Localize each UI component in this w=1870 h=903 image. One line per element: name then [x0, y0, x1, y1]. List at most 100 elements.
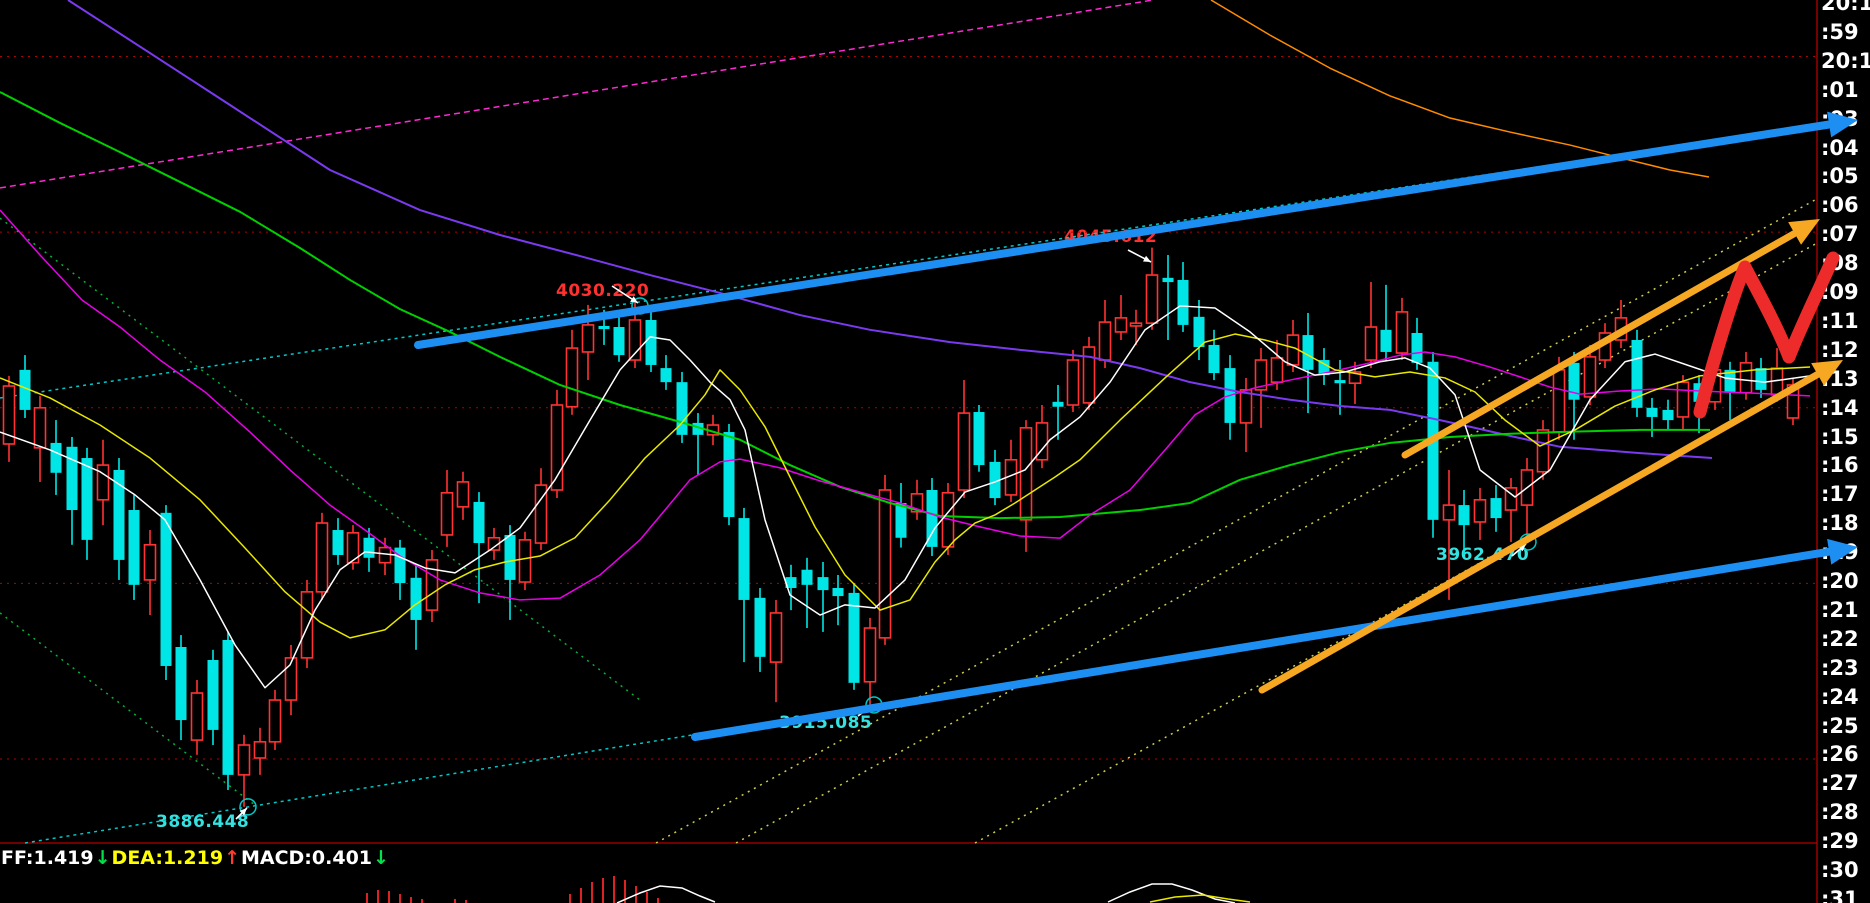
tick-time-row[interactable]: :22 [1821, 626, 1859, 651]
candle[interactable] [50, 442, 62, 473]
candle[interactable] [237, 744, 251, 776]
candle[interactable] [1348, 371, 1362, 385]
candle[interactable] [207, 659, 219, 730]
tick-time-row[interactable]: :09 [1821, 280, 1859, 304]
candle[interactable] [487, 536, 501, 551]
tick-time-row[interactable]: :31 [1821, 886, 1859, 903]
swing-circle-marker[interactable] [865, 696, 883, 714]
candle[interactable] [378, 546, 392, 564]
candle[interactable] [394, 547, 406, 584]
tick-time-row[interactable]: :03 [1821, 106, 1859, 131]
candle[interactable] [1614, 317, 1628, 341]
candle[interactable] [706, 424, 720, 436]
candle[interactable] [1395, 311, 1409, 354]
candle[interactable] [1380, 329, 1392, 352]
amber-arrow-lower[interactable] [1258, 371, 1821, 694]
candle[interactable] [754, 597, 766, 657]
candle[interactable] [332, 530, 344, 555]
fan-dotted-yellow-1[interactable] [735, 242, 1818, 844]
candle[interactable] [346, 532, 360, 564]
freehand-n-drawing[interactable] [1693, 251, 1840, 419]
candle[interactable] [645, 319, 657, 365]
tick-time-row[interactable]: :20 [1821, 569, 1859, 593]
tick-time-row[interactable]: :12 [1821, 337, 1859, 362]
tick-time-row[interactable]: 20:13 [1821, 48, 1870, 73]
tick-time-row[interactable]: :28 [1821, 800, 1859, 825]
candle[interactable] [1254, 359, 1268, 391]
candle[interactable] [613, 327, 625, 356]
tick-time-row[interactable]: :29 [1821, 829, 1859, 854]
candle[interactable] [1708, 369, 1722, 403]
tick-time-row[interactable]: :17 [1821, 482, 1859, 507]
candle[interactable] [1129, 322, 1143, 327]
candle[interactable] [565, 347, 579, 408]
candle[interactable] [143, 543, 157, 581]
candle[interactable] [1145, 274, 1159, 324]
candle[interactable] [160, 512, 172, 666]
tick-time-row[interactable]: :27 [1821, 771, 1859, 796]
candle[interactable] [128, 510, 140, 585]
candle[interactable] [676, 382, 688, 435]
candle[interactable] [1318, 360, 1330, 376]
tick-time-row[interactable]: :25 [1821, 713, 1859, 738]
tick-time-row[interactable]: :16 [1821, 453, 1859, 478]
candle[interactable] [1631, 340, 1643, 408]
tick-time-row[interactable]: :19 [1821, 540, 1859, 565]
candle[interactable] [268, 699, 282, 743]
candle[interactable] [66, 446, 78, 511]
candle[interactable] [81, 458, 93, 540]
candle[interactable] [1082, 346, 1096, 404]
candle[interactable] [1520, 469, 1534, 506]
magenta-dashed-upper[interactable] [0, 0, 1154, 189]
candle[interactable] [1114, 317, 1128, 333]
candle[interactable] [817, 577, 829, 591]
candle[interactable] [1035, 422, 1049, 461]
candle[interactable] [1302, 335, 1314, 370]
candle[interactable] [440, 492, 454, 536]
candle[interactable] [785, 577, 797, 588]
candle[interactable] [1693, 383, 1705, 402]
candle[interactable] [1286, 334, 1300, 366]
tick-time-row[interactable]: :08 [1821, 251, 1859, 276]
tick-time-row[interactable]: :18 [1821, 511, 1859, 536]
candle[interactable] [550, 404, 564, 491]
tick-time-row[interactable]: :21 [1821, 597, 1859, 622]
candle[interactable] [895, 502, 907, 538]
candle[interactable] [1739, 362, 1753, 394]
candle[interactable] [1473, 499, 1487, 523]
candle[interactable] [410, 577, 422, 620]
candle[interactable] [989, 461, 1001, 499]
tick-time-row[interactable]: :15 [1821, 424, 1859, 449]
green-dotted-left-2[interactable] [0, 217, 641, 701]
tick-time-row[interactable]: :05 [1821, 164, 1859, 189]
candle[interactable] [456, 481, 470, 508]
tick-time-row[interactable]: :30 [1821, 858, 1859, 882]
candle[interactable] [425, 559, 439, 611]
fan-dotted-yellow-3[interactable] [974, 375, 1818, 844]
candle[interactable] [769, 612, 783, 663]
candle[interactable] [1458, 505, 1470, 526]
candle[interactable] [1208, 344, 1220, 374]
tick-time-row[interactable]: :06 [1821, 193, 1859, 218]
green-dotted-left-1[interactable] [0, 612, 256, 806]
candle[interactable] [518, 539, 532, 583]
candle[interactable] [363, 537, 375, 558]
tick-time-row[interactable]: 20:12 [1821, 0, 1870, 15]
tick-time-row[interactable]: :13 [1821, 366, 1859, 391]
candle[interactable] [738, 518, 750, 600]
candle[interactable] [973, 412, 985, 466]
candle[interactable] [300, 591, 314, 659]
candle[interactable] [96, 464, 110, 501]
tick-time-row[interactable]: :07 [1821, 222, 1859, 247]
candle[interactable] [910, 493, 924, 513]
tick-time-row[interactable]: :14 [1821, 395, 1859, 420]
candle[interactable] [315, 522, 329, 593]
candle[interactable] [1411, 332, 1423, 363]
candle[interactable] [1536, 429, 1550, 473]
candle[interactable] [801, 569, 813, 585]
tick-time-list[interactable]: 20:12:59 20:13:01:03:04:05:06:07:08:09:11… [1821, 0, 1870, 903]
tick-time-row[interactable]: :59 [1821, 19, 1859, 44]
candle[interactable] [1786, 384, 1800, 419]
candle[interactable] [660, 368, 672, 383]
